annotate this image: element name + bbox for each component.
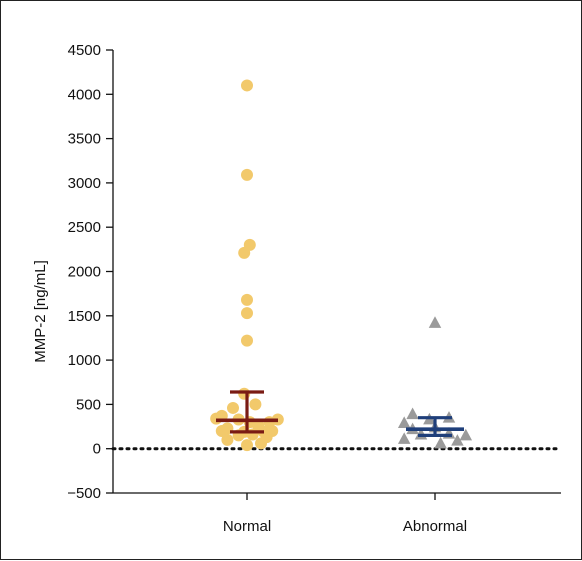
normal-data-point: [241, 168, 253, 181]
abnormal-data-point: [397, 416, 411, 428]
y-tick-label: 3000: [68, 175, 101, 192]
points-layer: [210, 79, 473, 452]
normal-data-point: [241, 307, 253, 320]
x-tick-label: Abnormal: [403, 518, 467, 535]
normal-data-point: [221, 433, 234, 446]
y-tick-label: 4000: [68, 86, 101, 103]
abnormal-data-point: [434, 436, 447, 449]
abnormal-data-point: [459, 428, 473, 441]
normal-data-point: [227, 401, 239, 414]
y-tick-label: 1500: [68, 308, 101, 325]
normal-data-point: [241, 439, 253, 452]
normal-data-point: [241, 79, 253, 92]
y-tick-label: 2000: [68, 264, 101, 281]
y-tick-label: −500: [67, 485, 101, 502]
y-tick-label: 3500: [68, 131, 101, 148]
y-tick-label: 0: [93, 441, 101, 458]
normal-data-point: [241, 334, 253, 347]
error-bars-layer: [216, 390, 464, 438]
y-tick-label: 500: [76, 396, 101, 413]
abnormal-data-point: [406, 407, 419, 420]
normal-data-point: [241, 293, 253, 306]
x-tick-label: Normal: [223, 518, 271, 535]
abnormal-data-point: [451, 434, 464, 446]
abnormal-data-point: [428, 316, 442, 328]
y-tick-label: 1000: [68, 352, 101, 369]
y-axis-title: MMP-2 [ng/mL]: [32, 260, 49, 363]
abnormal-data-point: [397, 432, 411, 444]
normal-data-point: [243, 238, 256, 251]
normal-data-point: [249, 398, 262, 411]
normal-data-point: [266, 424, 279, 437]
y-tick-label: 2500: [68, 219, 101, 236]
axes-layer: −500 0 500 1000 1500 2000 2500 3000 3500 4000 4500…: [67, 42, 561, 535]
y-tick-label: 4500: [68, 42, 101, 59]
